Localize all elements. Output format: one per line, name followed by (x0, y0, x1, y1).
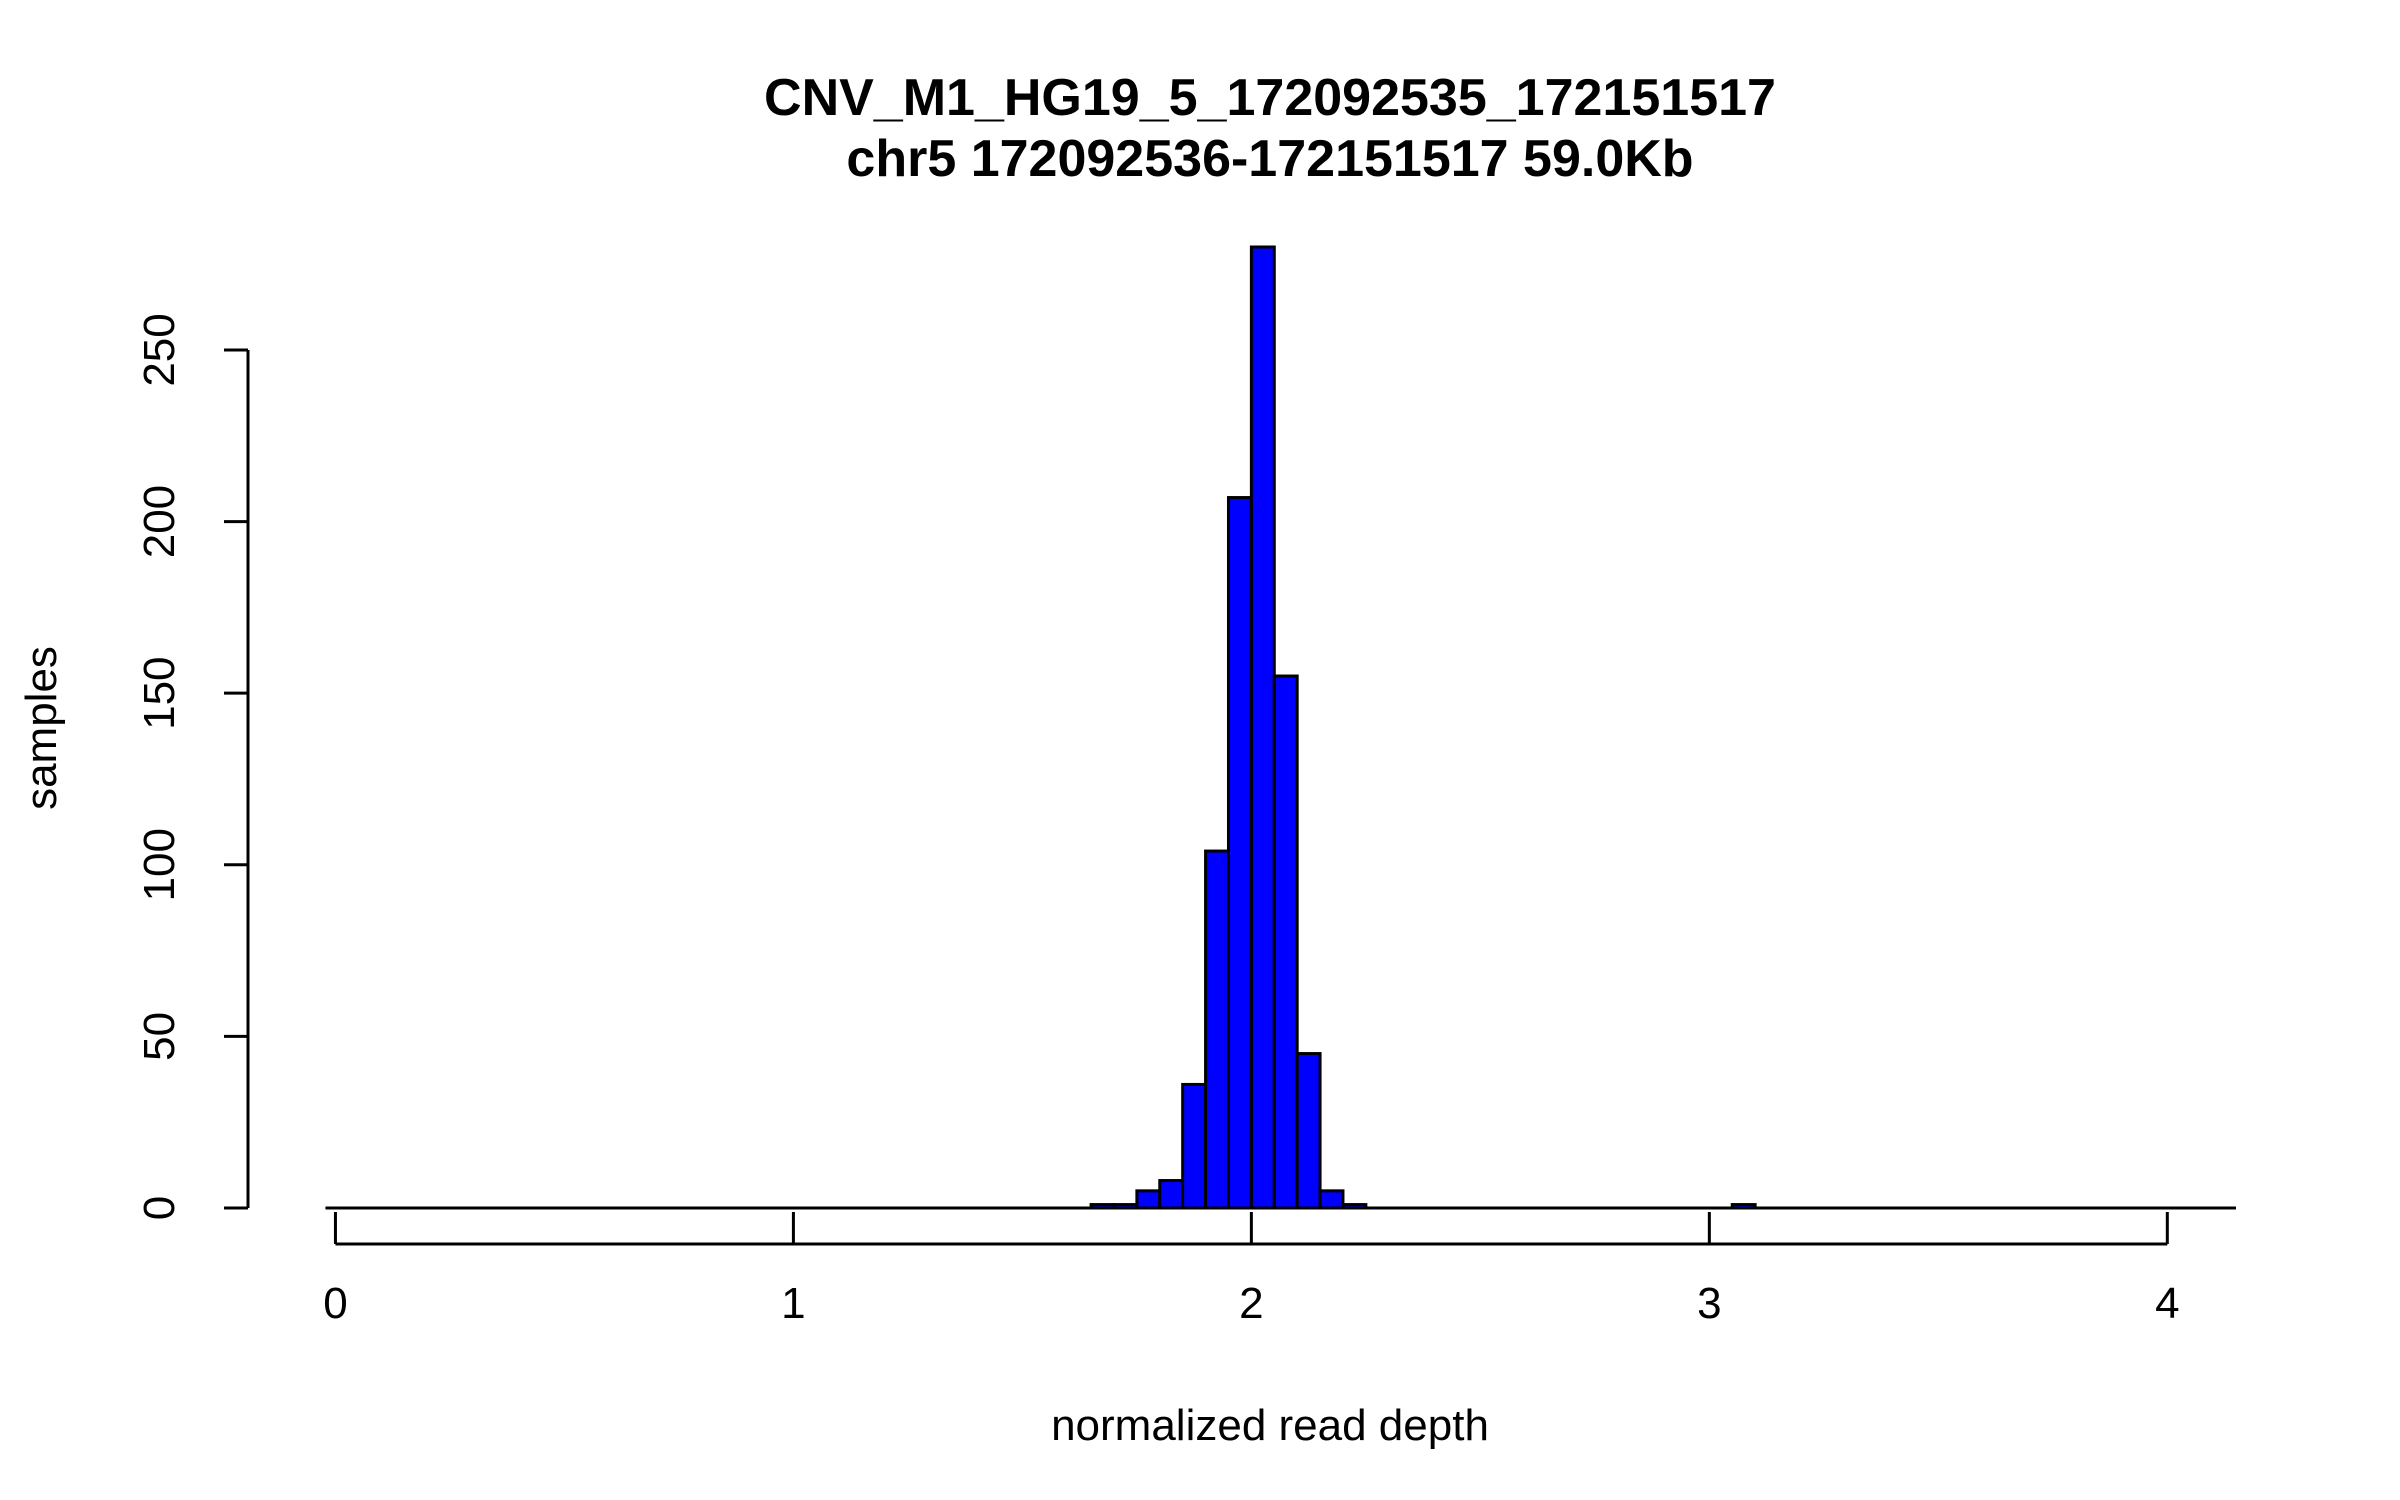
y-axis-ticks: 0 50 100 150 200 250 (135, 313, 248, 1220)
x-axis-ticks: 0 1 2 3 4 (323, 1212, 2180, 1328)
y-tick-label: 150 (135, 656, 184, 729)
histogram-bar (1158, 1179, 1185, 1210)
y-tick-label: 0 (135, 1196, 184, 1220)
histogram-bar (1226, 496, 1253, 1210)
chart-title: CNV_M1_HG19_5_172092535_172151517 (764, 69, 1776, 127)
histogram-bars (1089, 245, 1757, 1210)
y-tick-label: 50 (135, 1012, 184, 1061)
histogram-bar (1318, 1189, 1345, 1210)
histogram-bar (1272, 674, 1299, 1210)
histogram-bar (1135, 1189, 1162, 1210)
x-axis-label: normalized read depth (1051, 1401, 1489, 1450)
x-tick-label: 2 (1239, 1279, 1263, 1328)
chart-subtitle: chr5 172092536-172151517 59.0Kb (846, 130, 1693, 188)
y-tick-label: 200 (135, 485, 184, 558)
y-tick-label: 100 (135, 828, 184, 901)
x-tick-label: 4 (2155, 1279, 2179, 1328)
histogram-bar (1249, 245, 1276, 1210)
x-tick-label: 0 (323, 1279, 347, 1328)
histogram-bar (1204, 849, 1230, 1210)
x-tick-label: 3 (1697, 1279, 1721, 1328)
x-tick-label: 1 (781, 1279, 805, 1328)
y-tick-label: 250 (135, 313, 184, 386)
histogram-bar (1295, 1052, 1322, 1210)
histogram-bar (1181, 1082, 1208, 1210)
y-axis-label: samples (17, 646, 66, 810)
